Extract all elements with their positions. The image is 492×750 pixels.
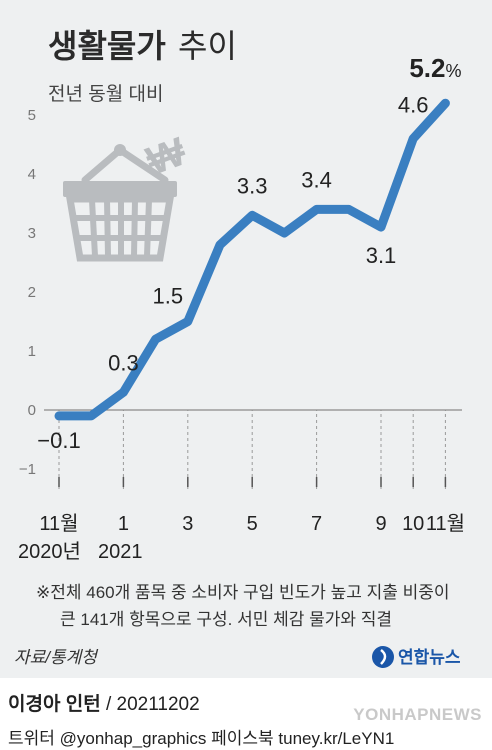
data-label: 0.3 (108, 350, 139, 375)
year-label: 2021 (98, 541, 143, 563)
data-point (184, 318, 191, 325)
data-point (152, 336, 159, 343)
credit-date: 20211202 (116, 694, 200, 715)
data-point (442, 100, 449, 107)
x-tick-label: 10 (402, 513, 424, 535)
note-line-1: ※전체 460개 품목 중 소비자 구입 빈도가 높고 지출 비중이 (36, 583, 450, 602)
y-tick-label: 2 (28, 284, 36, 301)
x-tick-label: 1 (118, 513, 129, 535)
y-tick-label: 0 (28, 402, 36, 419)
data-point (345, 206, 352, 213)
y-tick-label: 5 (28, 107, 36, 124)
grid-layer (58, 410, 446, 489)
x-tick-label: 9 (375, 513, 386, 535)
chart-subtitle: 전년 동월 대비 (48, 83, 163, 105)
note-line-2: 큰 141개 항목으로 구성. 서민 체감 물가와 직결 (60, 610, 392, 629)
data-point (120, 389, 127, 396)
chart-title-suffix: 추이 (178, 28, 237, 64)
shopping-basket-icon: ₩ (63, 129, 192, 262)
label-layer: −0.1 0.3 1.5 3.3 3.4 3.1 4.6 5.2% (37, 53, 461, 453)
data-point (281, 229, 288, 237)
data-label: −0.1 (37, 428, 80, 453)
data-label: 3.4 (301, 167, 332, 192)
data-point (377, 223, 385, 231)
credit-line: 이경아 인턴 / 20211202 (8, 694, 200, 715)
x-tick-label: 5 (247, 513, 258, 535)
data-point (88, 412, 95, 420)
credit-name: 이경아 인턴 (8, 694, 101, 715)
svg-text:₩: ₩ (141, 129, 192, 183)
watermark: YONHAPNEWS (353, 705, 482, 724)
yonhap-logo-icon (372, 646, 394, 668)
social-links: 트위터 @yonhap_graphics 페이스북 tuney.kr/LeYN1 (8, 729, 395, 748)
data-point (216, 241, 224, 248)
series-layer (54, 98, 450, 421)
data-point (55, 412, 63, 420)
data-point (313, 206, 320, 213)
chart-title: 생활물가 (48, 28, 166, 64)
x-tick-label: 11월 (426, 512, 465, 535)
data-label-unit: % (445, 61, 461, 81)
data-point (410, 135, 417, 142)
x-tick-label: 3 (182, 513, 193, 535)
data-point (249, 212, 256, 219)
data-label: 4.6 (398, 93, 429, 118)
source-label: 자료/통계청 (14, 648, 99, 667)
data-label: 1.5 (153, 284, 184, 309)
y-tick-label: 1 (28, 343, 36, 360)
footer (0, 678, 492, 750)
y-tick-label: 3 (28, 225, 36, 242)
x-tick-label: 11월 (39, 512, 78, 535)
data-label: 3.3 (237, 173, 268, 198)
x-tick-label: 7 (311, 513, 322, 535)
logo-text: 연합뉴스 (398, 647, 461, 667)
y-tick-label: 4 (28, 166, 36, 183)
data-label: 5.2% (409, 53, 461, 83)
y-tick-label: −1 (19, 461, 36, 478)
year-label: 2020년 (18, 540, 81, 563)
chart-card: 생활물가 추이 전년 동월 대비 ₩ 5 4 3 2 1 0 −1 11월 1 3 5 7 9 10 11월… (0, 0, 492, 678)
data-label: 3.1 (366, 243, 397, 268)
